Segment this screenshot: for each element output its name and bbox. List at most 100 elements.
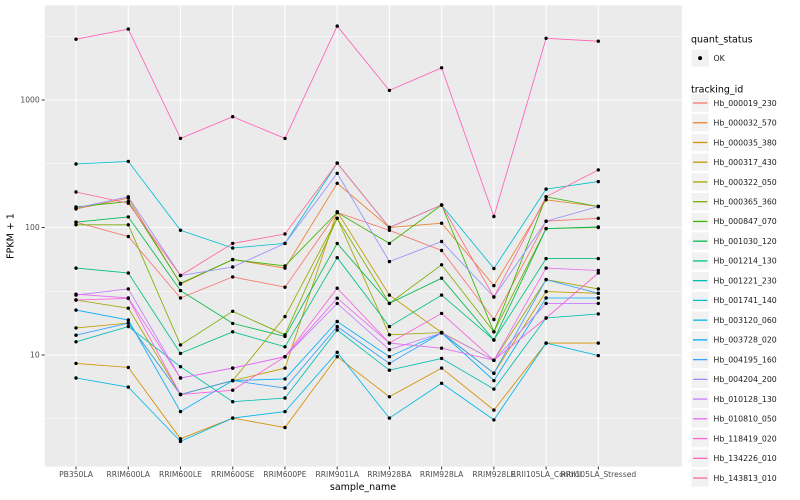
- data-point: [596, 216, 600, 220]
- data-point: [544, 266, 548, 270]
- legend-item-label: Hb_001214_130: [714, 257, 777, 266]
- legend-title-quant-status: quant_status: [691, 35, 753, 46]
- data-point: [544, 277, 548, 282]
- data-point: [126, 159, 130, 164]
- data-point: [544, 296, 548, 300]
- data-point: [492, 283, 496, 288]
- data-point: [439, 276, 444, 280]
- data-point: [439, 293, 444, 297]
- data-point: [178, 437, 183, 441]
- y-tick-label: 100: [25, 223, 40, 232]
- data-point: [544, 36, 548, 40]
- legend-item-label: Hb_000032_570: [714, 119, 777, 128]
- legend-item-Hb_003728_020: Hb_003728_020: [691, 331, 777, 349]
- data-point: [492, 387, 496, 391]
- data-point: [387, 355, 392, 359]
- legend-item-Hb_000032_570: Hb_000032_570: [691, 114, 777, 132]
- data-point: [74, 333, 78, 337]
- legend-item-Hb_004204_200: Hb_004204_200: [691, 370, 777, 389]
- data-point: [387, 361, 392, 366]
- data-point: [126, 321, 130, 325]
- data-point: [283, 396, 287, 400]
- data-point: [283, 314, 287, 319]
- data-point: [596, 301, 600, 306]
- data-point: [126, 223, 130, 227]
- data-point: [126, 296, 130, 301]
- data-point: [596, 179, 600, 184]
- data-point: [231, 388, 235, 392]
- data-point: [596, 296, 600, 300]
- data-point: [178, 365, 183, 369]
- data-point: [439, 221, 444, 225]
- legend-item-Hb_000322_050: Hb_000322_050: [691, 173, 777, 191]
- legend-item-label: Hb_000035_380: [714, 138, 777, 147]
- data-point: [126, 215, 130, 219]
- data-point: [335, 256, 339, 260]
- data-point: [178, 288, 183, 293]
- data-point: [231, 366, 235, 370]
- x-tick-label: RRIM928BA: [367, 470, 412, 479]
- legend-item-label: Hb_001741_140: [714, 296, 777, 305]
- x-tick-label: RRIM600LE: [159, 470, 202, 479]
- data-point: [596, 271, 600, 275]
- axis-layer: 10 100 1000 PB350LA RRIM600LA RRIM600LE RRIM60…: [20, 96, 636, 479]
- data-point: [596, 225, 600, 229]
- data-point: [387, 241, 392, 246]
- legend-item-Hb_000847_070: Hb_000847_070: [691, 212, 777, 231]
- legend-item-label: Hb_000322_050: [714, 178, 777, 187]
- legend-item-Hb_010128_130: Hb_010128_130: [691, 390, 777, 408]
- data-point: [178, 351, 183, 356]
- x-tick-label: RRII105LA_Stressed: [560, 470, 636, 479]
- data-point: [231, 416, 235, 420]
- data-point: [178, 296, 183, 300]
- data-point: [387, 88, 392, 93]
- data-point: [544, 219, 548, 223]
- data-point: [178, 392, 183, 397]
- data-point: [596, 168, 600, 172]
- legend-item-Hb_001030_120: Hb_001030_120: [691, 232, 777, 250]
- data-point: [492, 418, 496, 422]
- x-tick-label: RRIM928LE: [472, 470, 515, 479]
- data-point: [74, 361, 78, 366]
- data-point: [231, 309, 235, 313]
- legend-item-label: Hb_003120_060: [714, 316, 777, 325]
- data-point: [492, 295, 496, 299]
- legend-item-label: Hb_001221_230: [714, 276, 777, 285]
- data-point: [387, 301, 392, 306]
- data-point: [439, 381, 444, 385]
- data-point: [544, 187, 548, 191]
- data-point: [387, 341, 392, 345]
- data-point: [74, 223, 78, 227]
- data-point: [231, 241, 235, 246]
- legend-item-Hb_001221_230: Hb_001221_230: [691, 272, 777, 290]
- data-point: [231, 400, 235, 404]
- legend-item-label: Hb_118419_020: [714, 434, 777, 443]
- data-point: [492, 214, 496, 219]
- data-point: [596, 256, 600, 261]
- data-point: [74, 298, 78, 302]
- data-point: [126, 195, 130, 199]
- data-point: [335, 161, 339, 165]
- plot-panel: [44, 5, 682, 467]
- legend-item-Hb_000035_380: Hb_000035_380: [691, 133, 777, 152]
- legend-title-tracking-id: tracking_id: [691, 85, 743, 96]
- data-point: [544, 289, 548, 294]
- legend-label-ok: OK: [714, 54, 726, 63]
- data-point: [283, 377, 287, 381]
- data-point: [387, 416, 392, 420]
- x-tick-label: RRIM600LA: [107, 470, 151, 479]
- data-point: [178, 228, 183, 232]
- y-tick-label: 1000: [20, 96, 39, 105]
- data-point: [596, 291, 600, 295]
- data-point: [231, 330, 235, 334]
- data-point: [283, 241, 287, 246]
- data-point: [335, 324, 339, 329]
- data-point: [283, 232, 287, 236]
- data-point: [335, 296, 339, 300]
- data-point: [74, 308, 78, 312]
- data-point: [283, 264, 287, 268]
- data-point: [126, 324, 130, 329]
- legend-item-label: Hb_000847_070: [714, 217, 777, 226]
- data-point: [126, 385, 130, 389]
- y-axis-title: FPKM + 1: [6, 213, 17, 259]
